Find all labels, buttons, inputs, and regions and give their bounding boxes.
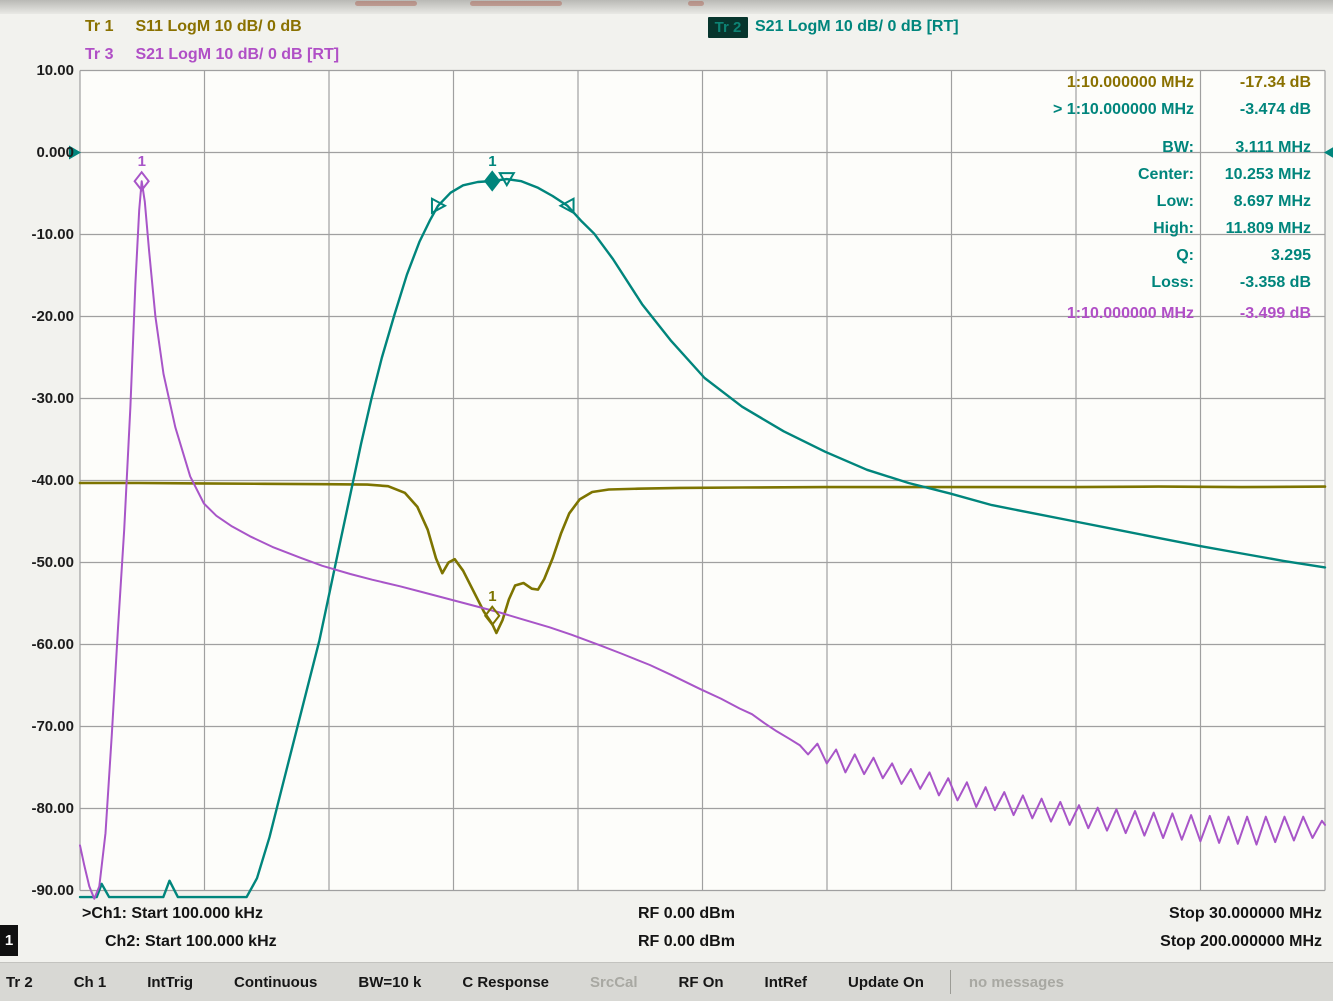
status-item-intref[interactable]: IntRef xyxy=(764,973,808,991)
ch2-footer-row: Ch2: Start 100.000 kHz RF 0.00 dBm Stop … xyxy=(0,933,1333,955)
marker-readout-row: > 1:10.000000 MHz -3.474 dB xyxy=(792,101,1322,127)
marker-readout-value: 3.111 MHz xyxy=(1235,139,1311,156)
ref-level-arrow-left xyxy=(69,145,81,160)
bw-marker-left xyxy=(430,197,448,215)
y-tick-label: -80.00 xyxy=(31,799,74,817)
marker-readout-label: High: xyxy=(1153,220,1194,237)
y-tick-label: 10.00 xyxy=(36,61,74,79)
trace1-settings: S11 LogM 10 dB/ 0 dB xyxy=(135,18,302,35)
marker-readout-row: BW: 3.111 MHz xyxy=(792,139,1322,165)
top-strip-artifact xyxy=(688,1,704,6)
marker-readout-label: Center: xyxy=(1137,166,1194,183)
marker-readout-row: 1:10.000000 MHz -17.34 dB xyxy=(792,74,1322,100)
status-divider xyxy=(949,970,951,994)
tr1-marker-1-label: 1 xyxy=(488,588,496,605)
marker-readout-label: BW: xyxy=(1162,139,1194,156)
tr1-marker-1 xyxy=(483,605,501,627)
tr2-marker-1 xyxy=(483,170,501,192)
trace-1 xyxy=(78,481,1327,635)
bw-marker-right xyxy=(558,197,575,215)
trace3-name: Tr 3 xyxy=(85,46,114,63)
window-top-strip xyxy=(0,0,1333,14)
ch1-footer-row: >Ch1: Start 100.000 kHz RF 0.00 dBm Stop… xyxy=(0,905,1333,927)
marker-readout-row: Loss: -3.358 dB xyxy=(792,274,1322,300)
marker-readout-row: 1:10.000000 MHz -3.499 dB xyxy=(792,305,1322,331)
ch1-start-field[interactable]: >Ch1: Start 100.000 kHz xyxy=(82,905,263,922)
marker-readout-label: Q: xyxy=(1176,247,1194,264)
marker-readout-value: -3.499 dB xyxy=(1239,305,1311,322)
tr3-marker-1-label: 1 xyxy=(138,153,146,170)
tr2-marker-1-label: 1 xyxy=(488,153,496,170)
top-strip-artifact xyxy=(470,1,562,6)
marker-readout-row: Center: 10.253 MHz xyxy=(792,166,1322,192)
y-tick-label: 0.000 xyxy=(36,143,74,161)
status-item-srccal[interactable]: SrcCal xyxy=(590,973,638,991)
status-items: Tr 2 Ch 1 IntTrig Continuous BW=10 k C Respon… xyxy=(0,974,924,991)
y-tick-label: -40.00 xyxy=(31,471,74,489)
status-bar: Tr 2 Ch 1 IntTrig Continuous BW=10 k C Respon… xyxy=(0,962,1333,1001)
marker-readout-value: 8.697 MHz xyxy=(1233,193,1311,210)
marker-readout-label: Loss: xyxy=(1151,274,1194,291)
status-item-c-response[interactable]: C Response xyxy=(462,973,550,991)
y-tick-label: -70.00 xyxy=(31,717,74,735)
status-item-continuous[interactable]: Continuous xyxy=(234,973,318,991)
ref-level-arrow-right xyxy=(1324,147,1333,158)
trace-2 xyxy=(78,177,1327,899)
status-item-ch-1[interactable]: Ch 1 xyxy=(73,973,107,991)
marker-readout-row: High: 11.809 MHz xyxy=(792,220,1322,246)
marker-readout-row: Low: 8.697 MHz xyxy=(792,193,1322,219)
channel-number-badge: 1 xyxy=(0,925,18,956)
ch1-stop-field[interactable]: Stop 30.000000 MHz xyxy=(1169,905,1322,922)
marker-readout-label: 1:10.000000 MHz xyxy=(1066,74,1194,91)
trace3-header[interactable]: Tr 3 S21 LogM 10 dB/ 0 dB [RT] xyxy=(85,46,339,68)
ch2-stop-field[interactable]: Stop 200.000000 MHz xyxy=(1160,933,1322,950)
top-strip-artifact xyxy=(355,1,417,6)
marker-readout-value: 11.809 MHz xyxy=(1225,220,1311,237)
status-message: no messages xyxy=(968,973,1064,991)
status-item-rf-on[interactable]: RF On xyxy=(678,973,724,991)
trace-3 xyxy=(79,180,1326,900)
trace1-name: Tr 1 xyxy=(85,18,114,35)
marker-readout-value: -3.474 dB xyxy=(1239,101,1311,118)
marker-readout-label: Low: xyxy=(1156,193,1194,210)
trace1-header[interactable]: Tr 1 S11 LogM 10 dB/ 0 dB xyxy=(85,18,302,40)
status-item-inttrig[interactable]: IntTrig xyxy=(147,973,194,991)
y-tick-label: -90.00 xyxy=(31,881,74,899)
marker-readout-label: > 1:10.000000 MHz xyxy=(1053,101,1194,118)
y-tick-label: -50.00 xyxy=(31,553,74,571)
ch2-rf-power-field[interactable]: RF 0.00 dBm xyxy=(638,933,735,950)
status-item-update-on[interactable]: Update On xyxy=(848,973,924,991)
y-tick-label: -30.00 xyxy=(31,389,74,407)
tr3-marker-1 xyxy=(133,170,150,192)
y-tick-label: -10.00 xyxy=(31,225,74,243)
y-tick-label: -20.00 xyxy=(31,307,74,325)
ch2-start-field[interactable]: Ch2: Start 100.000 kHz xyxy=(105,933,277,950)
status-item-bw-10-k[interactable]: BW=10 k xyxy=(358,973,422,991)
trace2-active-badge[interactable]: Tr 2 xyxy=(708,17,748,38)
tr2-marker-1-flag xyxy=(498,172,516,188)
marker-readout-value: -17.34 dB xyxy=(1239,74,1311,91)
marker-readout-value: 10.253 MHz xyxy=(1224,166,1311,183)
ch1-rf-power-field[interactable]: RF 0.00 dBm xyxy=(638,905,735,922)
marker-readout-value: 3.295 xyxy=(1270,247,1311,264)
marker-readout-value: -3.358 dB xyxy=(1239,274,1311,291)
trace2-settings: S21 LogM 10 dB/ 0 dB [RT] xyxy=(755,18,959,35)
marker-readout-label: 1:10.000000 MHz xyxy=(1066,305,1194,322)
y-tick-label: -60.00 xyxy=(31,635,74,653)
trace2-header[interactable]: S21 LogM 10 dB/ 0 dB [RT] xyxy=(755,18,959,40)
trace3-settings: S21 LogM 10 dB/ 0 dB [RT] xyxy=(135,46,340,63)
status-item-tr-2[interactable]: Tr 2 xyxy=(6,973,33,991)
marker-readout-row: Q: 3.295 xyxy=(792,247,1322,273)
